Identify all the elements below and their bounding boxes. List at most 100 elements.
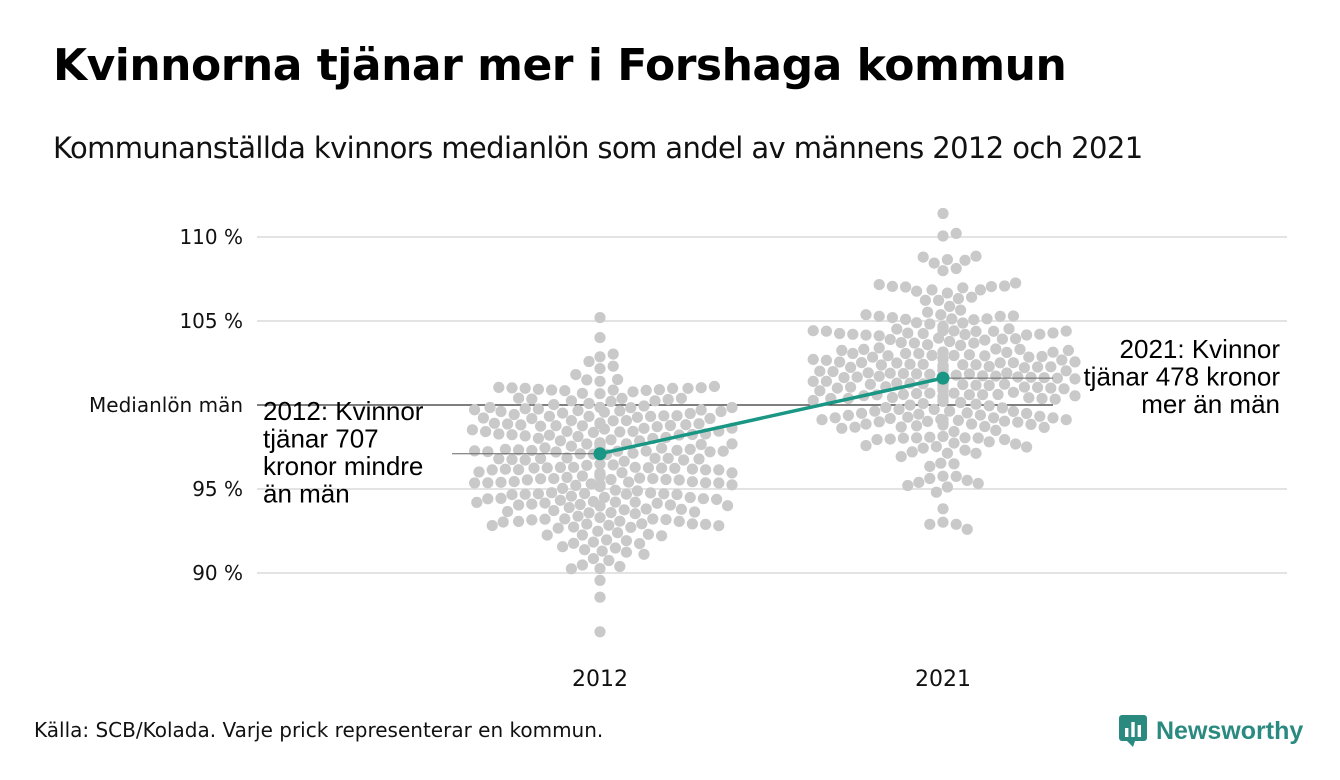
municipality-dot: [513, 499, 525, 511]
brand[interactable]: Newsworthy: [1118, 714, 1303, 748]
municipality-dot: [499, 443, 511, 455]
municipality-dot: [1010, 277, 1022, 289]
municipality-dot: [631, 411, 644, 423]
municipality-dot: [695, 404, 707, 416]
municipality-dot: [873, 279, 885, 291]
municipality-dot: [594, 312, 606, 324]
municipality-dot: [598, 491, 611, 503]
municipality-dot: [675, 392, 688, 404]
municipality-dot: [473, 466, 485, 478]
reference-line-label: Medianlön män: [89, 393, 243, 417]
municipality-dot: [834, 327, 846, 340]
municipality-dot: [937, 395, 949, 407]
municipality-dot: [911, 432, 923, 444]
y-tick-label: 105 %: [179, 309, 243, 333]
municipality-dot: [631, 485, 644, 497]
municipality-dot: [629, 461, 641, 473]
municipality-dot: [550, 446, 562, 458]
municipality-dot: [594, 626, 606, 638]
municipality-dot: [946, 313, 958, 325]
municipality-dot: [684, 491, 696, 504]
municipality-dot: [616, 467, 628, 479]
municipality-dot: [911, 368, 923, 380]
municipality-dot: [548, 505, 560, 517]
municipality-dot: [715, 405, 727, 418]
municipality-dot: [860, 309, 872, 321]
municipality-dot: [713, 520, 725, 532]
municipality-dot: [935, 457, 947, 469]
municipality-dot: [999, 378, 1011, 390]
municipality-dot: [970, 398, 982, 410]
municipality-dot: [664, 499, 677, 511]
municipality-dot: [966, 291, 978, 303]
municipality-dot: [594, 511, 606, 524]
municipality-dot: [656, 462, 668, 474]
municipality-dot: [594, 401, 606, 413]
municipality-dot: [647, 473, 659, 485]
municipality-dot: [977, 389, 989, 401]
municipality-dot: [506, 489, 518, 501]
municipality-dot: [506, 382, 518, 394]
municipality-dot: [708, 380, 721, 392]
municipality-dot: [948, 458, 960, 470]
municipality-dot: [950, 470, 962, 482]
municipality-dot: [1010, 333, 1022, 345]
municipality-dot: [988, 325, 1000, 337]
municipality-dot: [944, 405, 956, 417]
municipality-dot: [884, 412, 896, 425]
municipality-dot: [972, 477, 984, 490]
municipality-dot: [662, 452, 674, 464]
municipality-dot: [961, 474, 973, 486]
municipality-dot: [618, 455, 630, 467]
municipality-dot: [700, 518, 712, 531]
municipality-dot: [508, 408, 520, 421]
municipality-dot: [935, 309, 947, 321]
municipality-dot: [625, 402, 637, 414]
municipality-dot: [669, 462, 681, 474]
municipality-dot: [565, 563, 578, 575]
municipality-dot: [607, 348, 619, 360]
municipality-dot: [671, 444, 683, 456]
municipality-dot: [904, 399, 916, 411]
municipality-dot: [642, 528, 655, 540]
municipality-dot: [836, 344, 848, 356]
municipality-dot: [726, 401, 738, 414]
municipality-dot: [937, 230, 949, 242]
municipality-dot: [658, 410, 670, 422]
municipality-dot: [873, 342, 885, 354]
municipality-dot: [981, 313, 993, 325]
municipality-dot: [638, 548, 650, 560]
municipality-dot: [849, 421, 861, 433]
municipality-dot: [937, 503, 949, 515]
municipality-dot: [726, 438, 738, 450]
municipality-dot: [1069, 390, 1081, 402]
municipality-dot: [469, 404, 481, 416]
municipality-dot: [550, 420, 562, 432]
municipality-dot: [924, 387, 936, 399]
municipality-dot: [926, 284, 938, 296]
municipality-dot: [583, 507, 595, 519]
highlight-point-2021: [936, 371, 950, 385]
municipality-dot: [519, 403, 531, 415]
municipality-dot: [572, 510, 584, 522]
municipality-dot: [594, 458, 606, 470]
municipality-dot: [941, 254, 954, 266]
municipality-dot: [970, 250, 982, 262]
municipality-dot: [836, 422, 848, 434]
municipality-dot: [594, 351, 606, 363]
municipality-dot: [937, 419, 949, 431]
municipality-dot: [957, 282, 969, 294]
x-tick-label: 2012: [572, 667, 628, 692]
municipality-dot: [675, 503, 688, 515]
municipality-dot: [948, 387, 960, 399]
municipality-dot: [689, 506, 701, 518]
municipality-dot: [1007, 357, 1020, 369]
municipality-dot: [928, 257, 940, 269]
municipality-dot: [999, 415, 1011, 427]
municipality-dot: [587, 553, 600, 565]
municipality-dot: [955, 304, 967, 316]
municipality-dot: [596, 545, 608, 557]
municipality-dot: [601, 534, 613, 546]
municipality-dot: [968, 337, 980, 349]
municipality-dot: [581, 438, 593, 450]
